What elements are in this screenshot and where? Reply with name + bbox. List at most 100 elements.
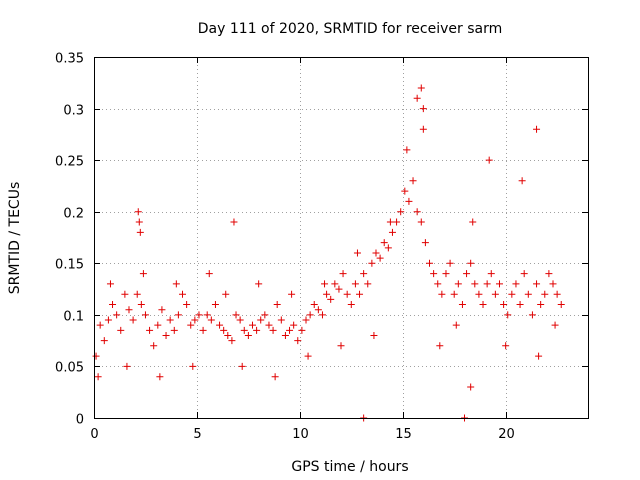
x-tick-labels: 0 5 10 15 20 [90, 427, 514, 442]
data-point [224, 331, 232, 339]
data-point [467, 383, 475, 391]
data-point [401, 187, 409, 195]
data-point [353, 249, 361, 257]
data-point [403, 146, 411, 154]
data-point [483, 280, 491, 288]
data-point [323, 290, 331, 298]
data-point [100, 337, 108, 345]
data-point [452, 321, 460, 329]
data-point [189, 362, 197, 370]
data-point [508, 290, 516, 298]
data-point [139, 270, 147, 278]
data-point [417, 84, 425, 92]
data-point [156, 373, 164, 381]
y-axis-label: SRMTID / TECUs [7, 182, 23, 295]
data-points [92, 84, 565, 422]
data-point [211, 301, 219, 309]
data-point [109, 301, 117, 309]
data-point [195, 311, 203, 319]
data-point [113, 311, 121, 319]
data-point [347, 301, 355, 309]
plot-frame [94, 57, 589, 419]
data-point [500, 301, 508, 309]
data-point [281, 331, 289, 339]
data-point [133, 290, 141, 298]
data-point [92, 352, 100, 360]
data-point [370, 331, 378, 339]
data-point [228, 337, 236, 345]
data-point [162, 331, 170, 339]
x-axis-label: GPS time / hours [291, 459, 408, 475]
data-point [537, 301, 545, 309]
data-point [430, 270, 438, 278]
data-point [154, 321, 162, 329]
data-point [298, 326, 306, 334]
data-point [96, 321, 104, 329]
data-point [343, 290, 351, 298]
data-point [220, 326, 228, 334]
data-point [405, 197, 413, 205]
data-point [409, 177, 417, 185]
data-point [104, 316, 112, 324]
data-point [199, 326, 207, 334]
data-point [261, 311, 269, 319]
y-tick-label: 0.35 [55, 52, 84, 67]
data-point [236, 316, 244, 324]
data-point [183, 301, 191, 309]
y-tick-labels: 0 0.05 0.1 0.15 0.2 0.25 0.3 0.35 [55, 52, 84, 428]
data-point [438, 290, 446, 298]
data-point [310, 301, 318, 309]
data-point [257, 316, 265, 324]
data-point [471, 280, 479, 288]
data-point [368, 259, 376, 267]
data-point [518, 177, 526, 185]
data-point [557, 301, 565, 309]
data-point [516, 301, 524, 309]
x-tick-label: 0 [90, 427, 98, 442]
data-point [475, 290, 483, 298]
y-tick-label: 0.2 [63, 207, 84, 222]
data-point [172, 280, 180, 288]
data-point [376, 254, 384, 262]
data-point [318, 311, 326, 319]
data-point [286, 326, 294, 334]
data-point [294, 337, 302, 345]
data-point [524, 290, 532, 298]
data-point [419, 125, 427, 133]
data-point [179, 290, 187, 298]
data-point [364, 280, 372, 288]
data-point [337, 342, 345, 350]
data-point [434, 280, 442, 288]
data-point [535, 352, 543, 360]
data-point [150, 342, 158, 350]
data-point [463, 270, 471, 278]
data-point [454, 280, 462, 288]
data-point [306, 311, 314, 319]
data-point [450, 290, 458, 298]
data-point [372, 249, 380, 257]
y-tick-label: 0.15 [55, 258, 84, 273]
data-point [351, 280, 359, 288]
data-point [129, 316, 137, 324]
data-point [502, 342, 510, 350]
data-point [553, 290, 561, 298]
data-point [533, 280, 541, 288]
data-point [290, 321, 298, 329]
data-point [520, 270, 528, 278]
data-point [123, 362, 131, 370]
data-point [304, 352, 312, 360]
data-point [360, 270, 368, 278]
data-point [487, 270, 495, 278]
data-point [413, 208, 421, 216]
data-point [327, 295, 335, 303]
data-point [551, 321, 559, 329]
x-tick-label: 5 [193, 427, 201, 442]
grid-lines [94, 57, 588, 418]
data-point [321, 280, 329, 288]
data-point [479, 301, 487, 309]
data-point [187, 321, 195, 329]
data-point [203, 311, 211, 319]
data-point [141, 311, 149, 319]
data-point [170, 326, 178, 334]
